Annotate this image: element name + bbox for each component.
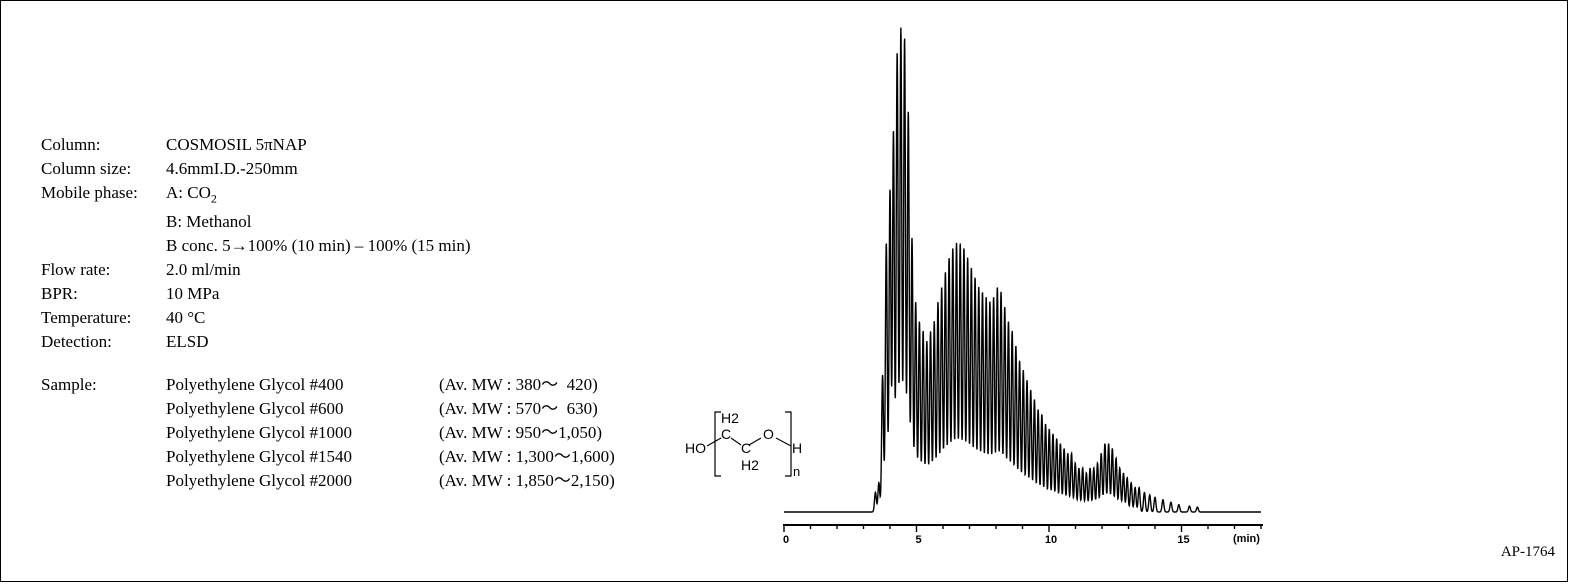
condition-value: 2.0 ml/min: [166, 260, 241, 280]
condition-label: Flow rate:: [41, 260, 111, 280]
condition-value: ELSD: [166, 332, 209, 352]
condition-label: Detection:: [41, 332, 112, 352]
condition-column-size: Column size: 4.6mmI.D.-250mm: [41, 157, 471, 181]
condition-temperature: Temperature: 40 °C: [41, 306, 471, 330]
document-code: AP-1764: [1500, 544, 1555, 560]
sample-row: Polyethylene Glycol #1000 (Av. MW : 950～…: [41, 421, 615, 445]
condition-flow-rate: Flow rate: 2.0 ml/min: [41, 258, 471, 282]
condition-column: Column: COSMOSIL 5πNAP: [41, 133, 471, 157]
condition-bpr: BPR: 10 MPa: [41, 282, 471, 306]
condition-mobile-phase: Mobile phase: A: CO2: [41, 181, 471, 210]
sample-row: Sample: Polyethylene Glycol #400 (Av. MW…: [41, 373, 615, 397]
sample-label: Sample:: [41, 375, 97, 394]
condition-mobile-phase-b: B: Methanol: [41, 210, 471, 234]
x-tick-label: 5: [915, 534, 921, 546]
sample-row: Polyethylene Glycol #600 (Av. MW : 570～ …: [41, 397, 615, 421]
condition-value: COSMOSIL 5πNAP: [166, 135, 307, 154]
condition-label: Column:: [41, 135, 101, 154]
structure-c2: C: [741, 440, 751, 456]
structure-o: O: [763, 426, 774, 442]
x-axis: 0 5 10 15 (min): [783, 524, 1263, 546]
sample-row: Polyethylene Glycol #1540 (Av. MW : 1,30…: [41, 445, 615, 469]
sample-name: Polyethylene Glycol #600: [166, 399, 344, 418]
condition-label: Column size:: [41, 159, 132, 178]
structure-h2-top: H2: [721, 410, 739, 426]
condition-value: 4.6mmI.D.-250mm: [166, 159, 298, 178]
condition-detection: Detection: ELSD: [41, 330, 471, 354]
sample-mw: (Av. MW : 380～ 420): [439, 375, 598, 394]
sample-mw: (Av. MW : 570～ 630): [439, 399, 598, 418]
sample-mw: (Av. MW : 1,300～1,600): [439, 447, 615, 466]
sample-mw: (Av. MW : 950～1,050): [439, 423, 603, 442]
bond: [706, 437, 722, 447]
structure-c1: C: [721, 426, 731, 442]
sample-block: Sample: Polyethylene Glycol #400 (Av. MW…: [41, 373, 615, 493]
mobile-phase-gradient: B conc. 5→100% (10 min) – 100% (15 min): [166, 236, 471, 256]
structure-ho: HO: [685, 440, 706, 456]
structure-h: H: [792, 440, 802, 456]
x-tick-label: 0: [783, 534, 789, 546]
sample-name: Polyethylene Glycol #2000: [166, 471, 353, 490]
bond: [730, 437, 742, 446]
right-bracket: [785, 411, 792, 477]
x-tick-label: 10: [1045, 534, 1057, 546]
structure-h2-bottom: H2: [741, 457, 759, 473]
structure-n: n: [793, 464, 800, 479]
co2-subscript: 2: [210, 191, 217, 206]
condition-value: 40 °C: [166, 308, 206, 328]
sample-name: Polyethylene Glycol #400: [166, 375, 344, 394]
left-bracket: [714, 411, 721, 477]
mobile-phase-b: B: Methanol: [166, 212, 252, 232]
sample-mw: (Av. MW : 1,850～2,150): [439, 471, 615, 490]
condition-value: A: CO2: [166, 181, 217, 210]
conditions-block: Column: COSMOSIL 5πNAP Column size: 4.6m…: [41, 133, 471, 354]
condition-label: Temperature:: [41, 308, 132, 328]
chromatogram-line: [784, 27, 1261, 513]
condition-label: Mobile phase:: [41, 183, 138, 202]
bond: [748, 437, 762, 446]
x-tick-label: 15: [1177, 534, 1189, 546]
peg-structure: HO H2 C C O H2 H n: [685, 410, 802, 479]
x-axis-label: (min): [1233, 533, 1260, 545]
condition-value: 10 MPa: [166, 284, 220, 304]
sample-row: Polyethylene Glycol #2000 (Av. MW : 1,85…: [41, 469, 615, 493]
sample-name: Polyethylene Glycol #1540: [166, 447, 353, 466]
sample-name: Polyethylene Glycol #1000: [166, 423, 353, 442]
condition-gradient: B conc. 5→100% (10 min) – 100% (15 min): [41, 234, 471, 258]
chromatogram-trace: [784, 27, 1261, 513]
bond: [775, 437, 792, 447]
condition-label: BPR:: [41, 284, 78, 304]
mobile-phase-a: A: CO: [166, 183, 211, 202]
